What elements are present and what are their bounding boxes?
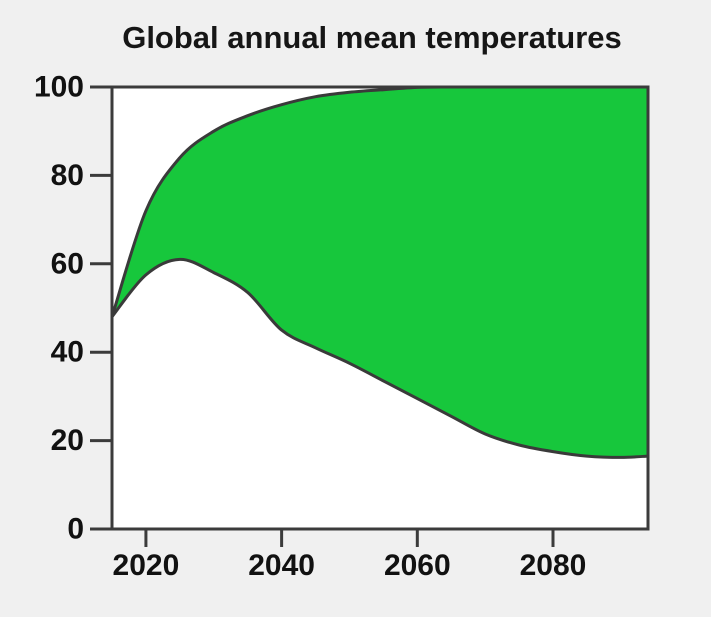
y-axis: 0 20 40 60 80 100 bbox=[34, 71, 112, 546]
y-tick-label: 0 bbox=[67, 513, 84, 546]
plot-frame bbox=[110, 85, 650, 531]
x-axis: 2020 2040 2060 2080 bbox=[113, 529, 587, 582]
lower-bound-curve bbox=[112, 257, 648, 459]
y-tick-label: 40 bbox=[51, 336, 84, 369]
y-tick-label: 60 bbox=[51, 247, 84, 280]
x-tick-label: 2080 bbox=[520, 549, 587, 582]
upper-bound-curve bbox=[112, 87, 648, 319]
y-tick-label: 100 bbox=[34, 71, 84, 104]
y-tick-label: 20 bbox=[51, 424, 84, 457]
chart-title: Global annual mean temperatures bbox=[122, 20, 622, 55]
y-tick-label: 80 bbox=[51, 159, 84, 192]
x-tick-label: 2020 bbox=[113, 549, 180, 582]
x-tick-label: 2040 bbox=[248, 549, 315, 582]
uncertainty-band-area bbox=[112, 87, 648, 458]
x-tick-label: 2060 bbox=[384, 549, 451, 582]
